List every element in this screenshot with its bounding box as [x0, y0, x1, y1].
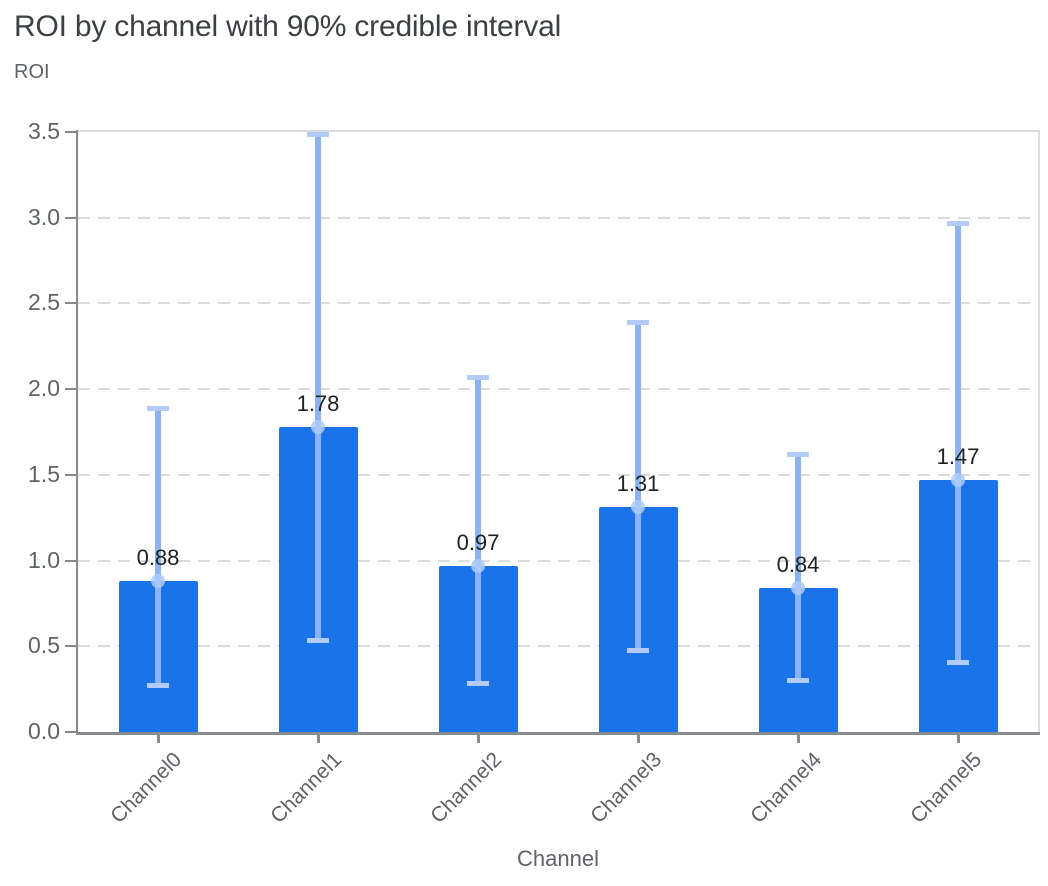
error-bar-cap-high: [307, 131, 329, 137]
x-tick-mark: [956, 735, 960, 743]
y-tick-label: 0.0: [28, 718, 60, 744]
error-bar-cap-low: [787, 677, 809, 683]
error-bar-channel1: [315, 133, 321, 642]
y-tick-label: 1.5: [28, 460, 60, 487]
plot-border-right: [1038, 130, 1040, 732]
x-axis-line: [76, 732, 1040, 735]
bar-value-label: 0.84: [776, 552, 820, 577]
y-tick-mark: [65, 388, 76, 391]
y-axis-title: ROI: [14, 61, 50, 83]
plot-border-top: [78, 130, 1040, 132]
x-tick-mark: [476, 735, 480, 743]
x-axis-title: Channel: [517, 846, 599, 871]
error-bar-cap-high: [787, 452, 809, 458]
bar-value-label: 1.78: [296, 390, 340, 416]
y-tick-label: 2.0: [28, 375, 60, 402]
x-tick-mark: [636, 735, 640, 743]
plot-area: 0.0 0.5 1.0 1.5 2.0 2.5 3.0 3.5 0.88 Channel0 1.78…: [28, 118, 1040, 828]
gridline: [78, 216, 1038, 219]
y-tick-mark: [65, 216, 76, 219]
x-tick-label-channel0: Channel0: [106, 748, 187, 828]
error-bar-cap-low: [147, 682, 169, 688]
x-tick-label-channel5: Channel5: [906, 748, 987, 828]
error-bar-channel4: [795, 454, 801, 681]
x-tick-label-channel3: Channel3: [586, 748, 667, 828]
error-bar-cap-low: [307, 638, 329, 644]
error-bar-cap-high: [467, 375, 489, 381]
error-bar-channel0: [155, 408, 161, 686]
gridline: [78, 388, 1038, 391]
chart-title: ROI by channel with 90% credible interva…: [14, 10, 562, 43]
gridline: [78, 559, 1038, 562]
x-tick-mark: [316, 735, 320, 743]
x-tick-label-channel1: Channel1: [266, 748, 347, 828]
y-tick-label: 3.5: [28, 118, 60, 144]
error-bar-cap-high: [627, 320, 649, 326]
x-tick-mark: [156, 735, 160, 743]
y-tick-mark: [65, 131, 76, 133]
x-tick-label-channel2: Channel2: [426, 748, 507, 828]
x-tick-mark: [796, 735, 800, 743]
error-bar-cap-low: [467, 681, 489, 686]
bar-value-label: 1.31: [616, 471, 660, 497]
error-bar-marker: [951, 473, 965, 487]
bar-value-label: 0.97: [456, 529, 500, 555]
gridline: [78, 645, 1038, 648]
bar-value-label: 1.47: [936, 444, 980, 469]
error-bar-cap-high: [147, 406, 169, 411]
y-tick-mark: [65, 302, 76, 305]
y-tick-label: 0.5: [28, 632, 60, 659]
error-bar-marker: [471, 558, 485, 573]
y-tick-label: 1.0: [28, 546, 60, 573]
error-bar-cap-high: [947, 220, 969, 226]
y-tick-mark: [65, 559, 76, 562]
y-axis-line: [76, 130, 78, 732]
y-tick-mark: [65, 645, 76, 648]
error-bar-cap-low: [627, 648, 649, 654]
error-bar-channel2: [475, 377, 481, 684]
y-tick-label: 3.0: [28, 203, 60, 230]
y-tick-mark: [65, 473, 76, 476]
x-tick-label-channel4: Channel4: [746, 748, 827, 828]
error-bar-marker: [311, 419, 325, 434]
y-tick-mark: [65, 731, 76, 733]
gridline: [78, 473, 1038, 476]
bar-value-label: 0.88: [136, 545, 180, 571]
error-bar-channel3: [635, 322, 641, 652]
error-bar-marker: [631, 500, 645, 515]
error-bar-channel5: [955, 222, 961, 664]
y-tick-label: 2.5: [28, 289, 60, 316]
error-bar-cap-low: [947, 660, 969, 666]
error-bar-marker: [791, 581, 805, 595]
gridline: [78, 302, 1038, 305]
error-bar-marker: [151, 574, 165, 589]
